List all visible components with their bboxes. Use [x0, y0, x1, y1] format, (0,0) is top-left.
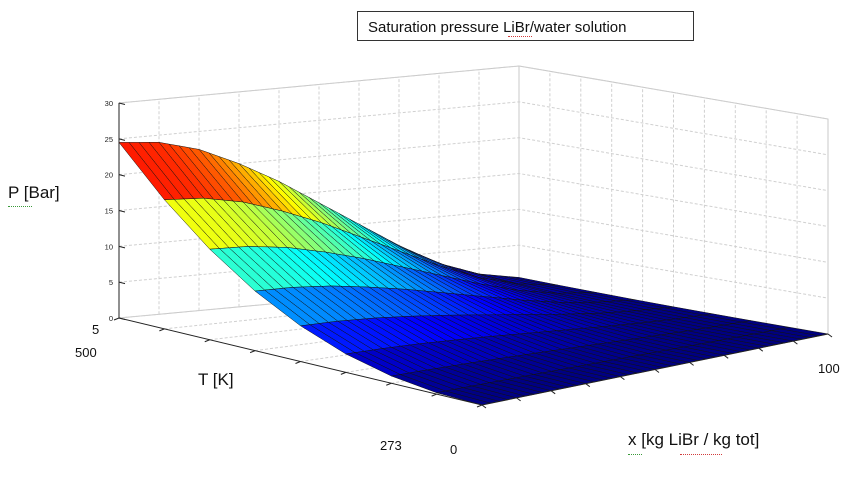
grid-line — [118, 208, 829, 263]
y-tick-label: 500 — [75, 345, 97, 360]
y-tick — [431, 393, 437, 397]
y-tick — [249, 350, 256, 354]
z-tick-label: 30 — [105, 99, 113, 108]
x-tick-label: 0 — [450, 442, 458, 457]
z-tick — [118, 174, 126, 177]
spellcheck-underline — [628, 451, 642, 455]
x-tick — [758, 347, 764, 352]
y-tick — [295, 361, 301, 364]
z-tick — [118, 102, 126, 105]
x-tick — [620, 376, 625, 381]
x-tick — [654, 369, 660, 373]
y-tick-label: 273 — [380, 438, 402, 453]
x-tick — [793, 340, 798, 345]
grid-line — [118, 137, 829, 192]
grid-line — [118, 65, 829, 120]
x-tick — [550, 390, 556, 395]
z-tick — [118, 317, 126, 320]
z-tick-label: 10 — [105, 242, 113, 251]
x-tick — [827, 333, 833, 338]
y-tick — [386, 382, 392, 386]
spellcheck-underline — [508, 33, 532, 37]
y-tick-label: 5 — [92, 322, 100, 337]
z-tick — [118, 281, 126, 285]
y-tick — [340, 371, 347, 375]
x-tick — [516, 397, 521, 402]
grid-line — [118, 101, 829, 156]
spellcheck-underline — [680, 451, 722, 455]
z-tick-label: 20 — [105, 171, 113, 180]
y-tick — [159, 328, 165, 332]
z-tick — [118, 245, 126, 249]
z-axis-label: P [Bar] — [8, 183, 60, 202]
z-tick-label: 0 — [109, 314, 113, 323]
spellcheck-underline — [8, 203, 32, 207]
y-tick — [204, 339, 210, 343]
x-tick — [723, 354, 729, 359]
y-tick — [113, 317, 120, 321]
z-tick — [118, 138, 126, 141]
grid-line — [118, 244, 829, 299]
y-axis-label: T [K] — [198, 370, 234, 389]
z-tick-label: 5 — [109, 278, 113, 287]
x-axis-label: x [kg LiBr / kg tot] — [628, 430, 760, 449]
grid-line — [118, 172, 829, 227]
z-tick-label: 15 — [105, 207, 113, 216]
z-tick — [118, 210, 126, 213]
x-tick — [481, 404, 487, 409]
z-tick-label: 25 — [105, 135, 113, 144]
x-tick — [689, 361, 694, 366]
x-tick-label: 100 — [818, 361, 840, 376]
x-tick — [585, 383, 591, 388]
y-tick — [476, 404, 483, 408]
